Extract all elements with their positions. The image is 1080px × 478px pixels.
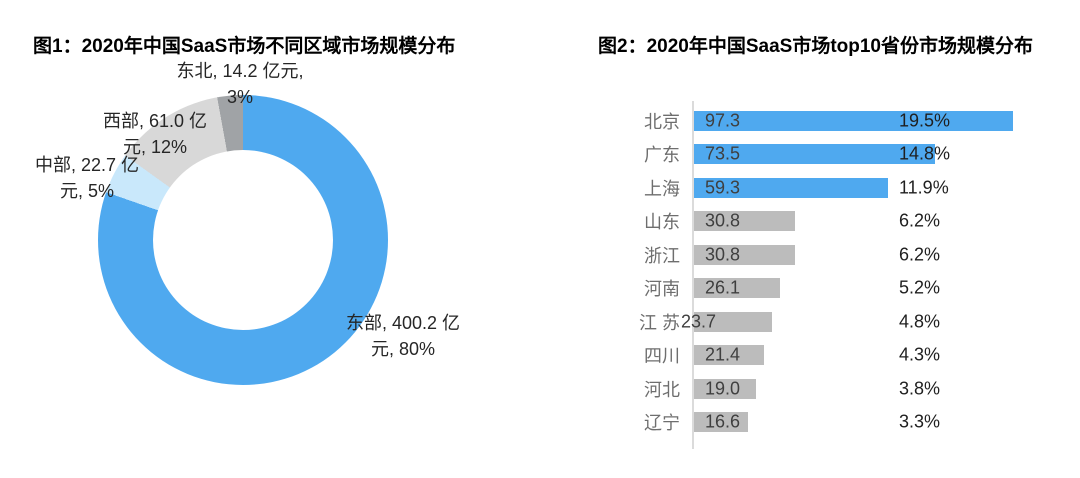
- bar-track: 21.4 4.3%: [692, 344, 1068, 366]
- province-label: 北京: [644, 111, 680, 132]
- province-label: 山东: [644, 212, 680, 233]
- category-axis-line: [692, 101, 694, 449]
- donut-label-line: 中部, 22.7 亿: [34, 155, 140, 175]
- province-label: 广东: [644, 145, 680, 166]
- bar: [694, 278, 780, 299]
- bar-value-label: 23.7: [681, 311, 717, 332]
- bar-track: 59.3 11.9%: [692, 177, 1068, 198]
- bar-value-label: 30.8: [705, 210, 741, 231]
- bar: [694, 378, 757, 399]
- bar-row: 河北 19.0 3.8%: [598, 372, 1068, 406]
- bar-row: 北京 97.3 19.5%: [598, 104, 1068, 138]
- bar-percent-label: 3.8%: [899, 378, 941, 399]
- bar-value-label: 16.6: [705, 411, 741, 432]
- donut-label-northeast: 东北, 14.2 亿元, 3%: [150, 58, 330, 110]
- bar-row: 辽宁 16.6 3.3%: [598, 406, 1068, 440]
- bar-value-label: 21.4: [705, 344, 741, 365]
- bar: [694, 345, 765, 366]
- bar-rows: 北京 97.3 19.5% 广东 73.5 14.8% 上海 59.3 11.9…: [598, 101, 1068, 449]
- province-label: 江 苏: [638, 312, 680, 333]
- bar-value-label: 73.5: [705, 143, 741, 164]
- bar-track: 26.1 5.2%: [692, 277, 1068, 299]
- donut-label-line: 西部, 61.0 亿: [102, 111, 208, 131]
- donut-label-line: 元, 12%: [122, 137, 188, 157]
- bar-row: 浙江 30.8 6.2%: [598, 238, 1068, 272]
- bar-percent-label: 14.8%: [899, 143, 951, 164]
- bar-percent-label: 4.8%: [899, 311, 941, 332]
- bar-value-label: 97.3: [705, 110, 741, 131]
- province-label: 浙江: [644, 245, 680, 266]
- figure2-title: 图2：2020年中国SaaS市场top10省份市场规模分布: [598, 36, 1033, 57]
- bar-percent-label: 6.2%: [899, 244, 941, 265]
- donut-label-central: 中部, 22.7 亿 元, 5%: [27, 152, 147, 204]
- bar-value-label: 59.3: [705, 177, 741, 198]
- bar-percent-label: 19.5%: [899, 110, 951, 131]
- bar: [694, 244, 795, 265]
- bar: [694, 211, 795, 232]
- province-label: 四川: [644, 346, 680, 367]
- bar-row: 河南 26.1 5.2%: [598, 272, 1068, 306]
- bar-value-label: 26.1: [705, 277, 741, 298]
- bar-track: 19.0 3.8%: [692, 378, 1068, 399]
- bar-track: 30.8 6.2%: [692, 210, 1068, 232]
- bar-row: 江 苏 23.7 4.8%: [598, 305, 1068, 339]
- bar-row: 上海 59.3 11.9%: [598, 171, 1068, 205]
- bar: [694, 144, 935, 165]
- donut-label-line: 元, 5%: [59, 181, 115, 201]
- donut-label-east: 东部, 400.2 亿 元, 80%: [343, 310, 463, 362]
- bar-value-label: 19.0: [705, 378, 741, 399]
- bar-percent-label: 5.2%: [899, 277, 941, 298]
- bar-percent-label: 3.3%: [899, 411, 941, 432]
- donut-label-line: 东部, 400.2 亿: [345, 313, 461, 333]
- province-label: 上海: [644, 178, 680, 199]
- bar-track: 97.3 19.5%: [692, 110, 1068, 131]
- bar: [694, 311, 772, 332]
- bar-percent-label: 11.9%: [899, 177, 949, 198]
- province-label: 河北: [644, 379, 680, 400]
- donut-label-west: 西部, 61.0 亿 元, 12%: [95, 108, 215, 160]
- donut-label-line: 3%: [226, 87, 253, 107]
- bar-row: 山东 30.8 6.2%: [598, 205, 1068, 239]
- bar-value-label: 30.8: [705, 244, 741, 265]
- donut: [98, 95, 388, 385]
- bar-track: 23.7 4.8%: [681, 311, 1068, 332]
- donut-label-line: 元, 80%: [370, 339, 436, 359]
- donut-hole: [153, 150, 333, 330]
- bar-percent-label: 6.2%: [899, 210, 941, 231]
- bar: [694, 110, 1013, 131]
- bar-row: 广东 73.5 14.8%: [598, 138, 1068, 172]
- bar-track: 30.8 6.2%: [692, 244, 1068, 265]
- province-label: 河南: [644, 279, 680, 300]
- bar: [694, 177, 889, 198]
- province-label: 辽宁: [644, 413, 680, 434]
- figure1-title: 图1：2020年中国SaaS市场不同区域市场规模分布: [33, 36, 456, 57]
- bar-track: 16.6 3.3%: [692, 411, 1068, 433]
- bar-percent-label: 4.3%: [899, 344, 941, 365]
- bar: [694, 412, 749, 433]
- bar-row: 四川 21.4 4.3%: [598, 339, 1068, 373]
- bar-track: 73.5 14.8%: [692, 143, 1068, 165]
- donut-label-line: 东北, 14.2 亿元,: [176, 61, 304, 81]
